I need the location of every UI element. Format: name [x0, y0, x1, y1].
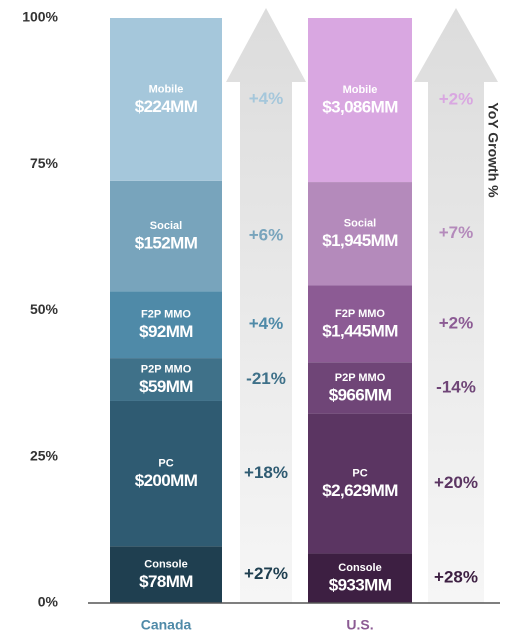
data-label: $152MM: [135, 233, 198, 252]
segment-name: Console: [144, 559, 187, 571]
growth-arrow: [226, 8, 306, 603]
data-label: $2,629MM: [322, 481, 398, 500]
segment-name: Mobile: [343, 84, 378, 96]
segment-name: PC: [158, 458, 173, 470]
growth-label: +2%: [439, 90, 474, 109]
growth-label: +4%: [249, 89, 284, 108]
segment-name: Console: [338, 562, 381, 574]
data-label: $59MM: [139, 377, 193, 396]
x-tick-label: U.S.: [346, 617, 373, 633]
segment-name: F2P MMO: [141, 309, 191, 321]
bar-segment: [110, 291, 222, 359]
growth-label: +6%: [249, 225, 284, 244]
bar-segment: [308, 285, 412, 363]
bar-segment: [110, 18, 222, 181]
data-label: $933MM: [329, 576, 392, 595]
data-label: $224MM: [135, 97, 198, 116]
data-label: $1,945MM: [322, 231, 398, 250]
segment-name: Social: [150, 220, 182, 232]
growth-label: +7%: [439, 223, 474, 242]
bar-segment: [308, 182, 412, 286]
x-tick-label: Canada: [141, 617, 192, 633]
segment-name: Social: [344, 218, 376, 230]
growth-label: +27%: [244, 564, 288, 583]
data-label: $92MM: [139, 322, 193, 341]
bar-segment: [110, 180, 222, 292]
y-tick-label: 100%: [22, 9, 58, 25]
segment-name: P2P MMO: [335, 372, 386, 384]
growth-title: YoY Growth %: [485, 102, 501, 198]
segment-name: Mobile: [149, 83, 184, 95]
growth-label: -14%: [436, 377, 476, 396]
data-label: $78MM: [139, 572, 193, 591]
segment-name: P2P MMO: [141, 363, 192, 375]
data-label: $200MM: [135, 471, 198, 490]
bar-segment: [110, 400, 222, 547]
data-label: $966MM: [329, 385, 392, 404]
growth-label: +2%: [439, 313, 474, 332]
growth-label: +18%: [244, 463, 288, 482]
bar-segment: [308, 553, 412, 603]
y-tick-label: 25%: [30, 447, 59, 463]
y-tick-label: 50%: [30, 301, 59, 317]
growth-label: -21%: [246, 369, 286, 388]
bar-segment: [308, 413, 412, 554]
data-label: $3,086MM: [322, 98, 398, 117]
growth-label: +4%: [249, 314, 284, 333]
bar-segment: [308, 362, 412, 414]
data-label: $1,445MM: [322, 321, 398, 340]
y-tick-label: 0%: [38, 594, 59, 610]
segment-name: PC: [352, 467, 367, 479]
growth-label: +20%: [434, 473, 478, 492]
segment-name: F2P MMO: [335, 308, 385, 320]
growth-arrow: [414, 8, 498, 603]
bar-segment: [308, 18, 412, 183]
bar-segment: [110, 358, 222, 401]
y-tick-label: 75%: [30, 155, 59, 171]
bar-segment: [110, 546, 222, 603]
growth-label: +28%: [434, 568, 478, 587]
